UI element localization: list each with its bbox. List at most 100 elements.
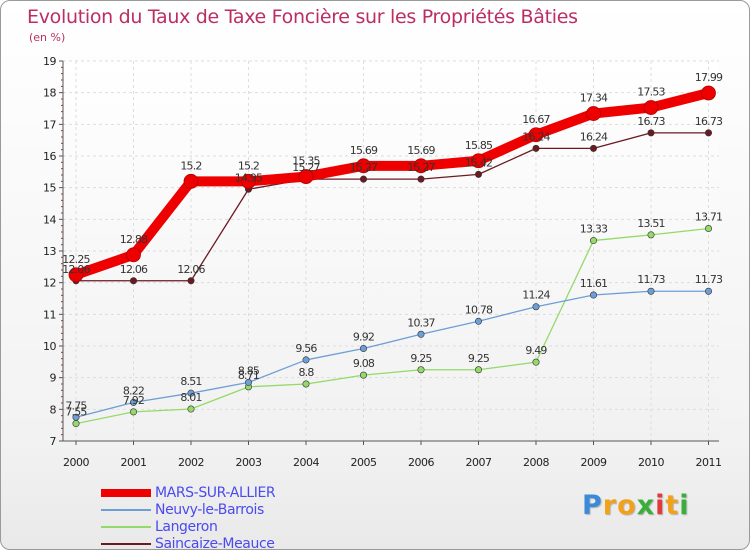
data-point-mars-sur-allier [298, 169, 314, 184]
x-tick-label: 2003 [236, 456, 262, 469]
logo-letter: x [636, 490, 656, 521]
legend-label: Saincaize-Meauce [155, 536, 275, 550]
x-tick-label: 2010 [638, 456, 664, 469]
data-point-langeron [72, 420, 80, 428]
data-point-neuvy-le-barrois [589, 291, 597, 299]
data-point-langeron [704, 225, 712, 233]
unit-label: (en %) [29, 31, 66, 44]
legend-label: Neuvy-le-Barrois [155, 502, 264, 518]
series-line-saincaize-meauce [75, 132, 710, 282]
data-label-neuvy-le-barrois: 11.73 [695, 273, 723, 286]
legend-label: Langeron [155, 519, 218, 535]
data-point-mars-sur-allier [241, 173, 256, 189]
legend-swatch-langeron [101, 526, 151, 528]
data-label-mars-sur-allier: 12.88 [120, 233, 148, 246]
data-label-mars-sur-allier: 17.53 [637, 86, 665, 99]
x-tick-label: 2005 [351, 456, 377, 469]
data-point-neuvy-le-barrois [417, 330, 425, 338]
data-label-saincaize-meauce: 16.24 [522, 130, 550, 143]
data-point-langeron [532, 358, 540, 366]
data-point-mars-sur-allier [701, 85, 716, 101]
data-label-neuvy-le-barrois: 11.24 [522, 289, 550, 302]
data-label-neuvy-le-barrois: 9.56 [295, 342, 317, 355]
data-point-mars-sur-allier [126, 247, 141, 263]
y-tick-label: 15 [43, 182, 56, 195]
data-label-saincaize-meauce: 12.06 [177, 263, 205, 276]
x-tick-label: 2000 [63, 456, 89, 469]
data-point-saincaize-meauce [359, 175, 367, 183]
x-tick-label: 2002 [178, 456, 204, 469]
y-tick-label: 11 [43, 308, 56, 321]
data-point-langeron [359, 371, 367, 379]
data-label-mars-sur-allier: 12.25 [62, 253, 90, 266]
legend-swatch-mars-sur-allier [101, 489, 151, 497]
data-point-saincaize-meauce [704, 129, 712, 137]
data-label-neuvy-le-barrois: 11.73 [637, 273, 665, 286]
data-point-langeron [187, 405, 195, 413]
data-label-neuvy-le-barrois: 10.78 [465, 303, 493, 316]
logo-letter: i [655, 490, 666, 521]
data-label-saincaize-meauce: 15.42 [465, 156, 493, 169]
data-point-langeron [302, 380, 310, 388]
data-label-mars-sur-allier: 15.85 [465, 139, 493, 152]
data-label-langeron: 8.01 [180, 391, 201, 404]
y-tick-label: 18 [43, 87, 56, 100]
y-tick-label: 8 [50, 403, 57, 416]
y-tick-label: 16 [43, 150, 56, 163]
data-label-saincaize-meauce: 12.06 [62, 263, 90, 276]
data-label-langeron: 13.51 [637, 217, 665, 230]
data-point-neuvy-le-barrois [532, 303, 540, 311]
data-label-saincaize-meauce: 16.73 [637, 115, 665, 128]
data-point-saincaize-meauce [647, 129, 655, 137]
y-tick-label: 13 [43, 245, 56, 258]
proxiti-logo: Proxiti [582, 490, 690, 521]
y-tick-label: 10 [43, 340, 56, 353]
x-tick-label: 2011 [696, 456, 722, 469]
data-point-mars-sur-allier [356, 158, 371, 174]
y-tick-label: 12 [43, 277, 56, 290]
data-label-langeron: 13.71 [695, 211, 723, 224]
y-tick-label: 9 [50, 372, 57, 385]
series-line-langeron [75, 227, 710, 425]
data-label-mars-sur-allier: 15.35 [292, 155, 320, 168]
chart-title: Evolution du Taux de Taxe Foncière sur l… [27, 6, 578, 28]
logo-letter: i [679, 490, 690, 521]
logo-letter: o [617, 490, 637, 521]
data-label-saincaize-meauce: 15.27 [350, 161, 378, 174]
data-point-saincaize-meauce [532, 144, 540, 152]
y-tick-label: 7 [50, 435, 57, 448]
data-point-neuvy-le-barrois [474, 317, 482, 325]
x-tick-label: 2009 [581, 456, 607, 469]
data-label-langeron: 8.71 [238, 369, 259, 382]
data-label-neuvy-le-barrois: 8.22 [123, 384, 144, 397]
data-label-langeron: 7.92 [123, 394, 144, 407]
data-point-langeron [417, 366, 425, 374]
data-point-mars-sur-allier [643, 100, 659, 115]
y-tick-label: 14 [43, 213, 56, 226]
data-point-saincaize-meauce [589, 144, 597, 152]
x-tick-label: 2001 [121, 456, 147, 469]
data-label-langeron: 9.49 [525, 344, 547, 357]
data-point-langeron [130, 408, 138, 416]
data-label-neuvy-le-barrois: 7.75 [65, 399, 87, 412]
data-label-langeron: 9.25 [410, 352, 432, 365]
data-label-mars-sur-allier: 15.2 [238, 159, 259, 172]
data-point-neuvy-le-barrois [704, 287, 712, 295]
data-point-saincaize-meauce [474, 170, 482, 178]
data-label-neuvy-le-barrois: 8.51 [180, 375, 201, 388]
data-point-langeron [647, 231, 655, 239]
data-point-neuvy-le-barrois [130, 398, 138, 406]
data-label-saincaize-meauce: 16.24 [580, 130, 608, 143]
x-tick-label: 2004 [293, 456, 319, 469]
data-point-mars-sur-allier [471, 153, 486, 169]
data-label-mars-sur-allier: 17.34 [580, 92, 608, 105]
data-point-langeron [474, 366, 482, 374]
data-label-mars-sur-allier: 15.69 [407, 144, 435, 157]
data-label-langeron: 9.08 [353, 357, 375, 370]
data-point-mars-sur-allier [413, 158, 429, 174]
data-label-langeron: 13.33 [580, 223, 608, 236]
series-line-mars-sur-allier [71, 87, 714, 280]
data-point-saincaize-meauce [187, 277, 195, 285]
